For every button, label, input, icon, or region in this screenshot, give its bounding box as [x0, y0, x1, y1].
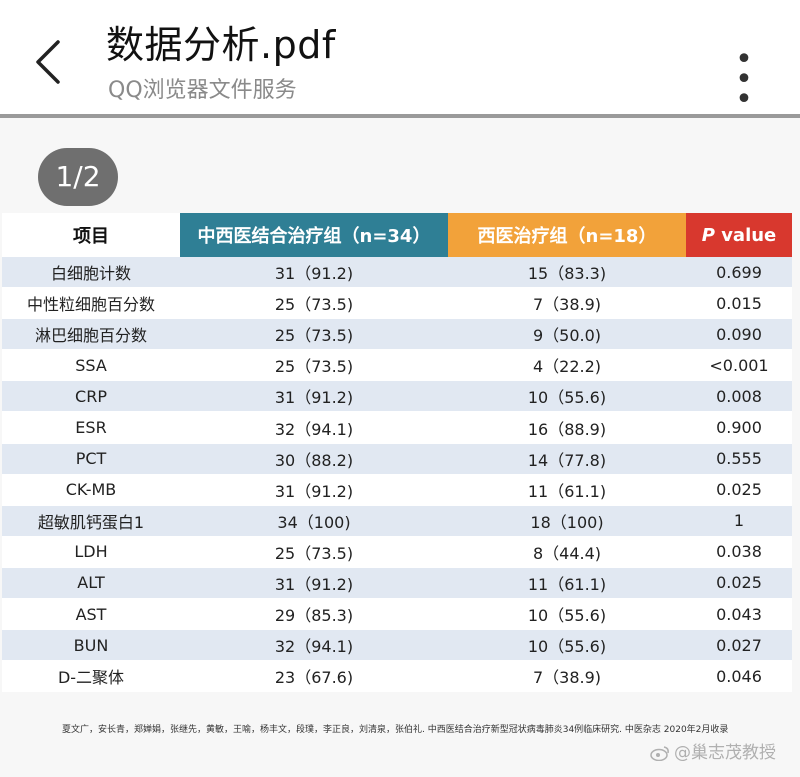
table-row: SSA 25（73.5) 4（22.2) <0.001 — [2, 349, 792, 382]
table-row: AST 29（85.3) 10（55.6) 0.043 — [2, 598, 792, 631]
cell-tcm: 30（88.2) — [180, 443, 448, 475]
cell-wm: 7（38.9) — [448, 660, 686, 693]
page-indicator: 1/2 — [38, 148, 118, 206]
cell-wm: 16（88.9) — [448, 411, 686, 444]
header-wm-group: 西医治疗组（n=18） — [448, 213, 686, 257]
cell-item: ALT — [2, 567, 180, 600]
chevron-left-icon — [36, 40, 60, 84]
cell-tcm: 25（73.5) — [180, 536, 448, 568]
p-letter: P — [701, 224, 715, 246]
more-options-button[interactable]: • • • — [735, 42, 757, 117]
cell-tcm: 31（91.2) — [180, 474, 448, 506]
table-row: 淋巴细胞百分数 25（73.5) 9（50.0) 0.090 — [2, 318, 792, 351]
table-row: 中性粒细胞百分数 25（73.5) 7（38.9) 0.015 — [2, 287, 792, 320]
watermark-text: @巢志茂教授 — [674, 743, 776, 763]
cell-item: SSA — [2, 349, 180, 382]
cell-item: 白细胞计数 — [2, 257, 180, 289]
cell-item: ESR — [2, 411, 180, 444]
weibo-icon — [650, 746, 669, 761]
cell-tcm: 29（85.3) — [180, 598, 448, 631]
cell-p-value: 0.015 — [686, 287, 792, 320]
cell-tcm: 31（91.2) — [180, 567, 448, 600]
table-body: 白细胞计数 31（91.2) 15（83.3) 0.699 中性粒细胞百分数 25（73.… — [2, 257, 792, 693]
cell-p-value: 0.046 — [686, 660, 792, 693]
back-button[interactable] — [30, 38, 70, 86]
cell-p-value: 0.027 — [686, 629, 792, 662]
results-table: 项目 中西医结合治疗组（n=34） 西医治疗组（n=18） P value 白细… — [2, 213, 792, 693]
cell-wm: 7（38.9) — [448, 287, 686, 320]
pdf-page[interactable]: 1/2 项目 中西医结合治疗组（n=34） 西医治疗组（n=18） P valu… — [0, 118, 800, 777]
cell-item: CRP — [2, 380, 180, 413]
cell-wm: 4（22.2) — [448, 349, 686, 382]
cell-tcm: 31（91.2) — [180, 257, 448, 289]
cell-wm: 9（50.0) — [448, 318, 686, 351]
cell-p-value: <0.001 — [686, 349, 792, 382]
table-row: 超敏肌钙蛋白1 34（100) 18（100) 1 — [2, 505, 792, 537]
cell-p-value: 1 — [686, 505, 792, 537]
table-row: CK-MB 31（91.2) 11（61.1) 0.025 — [2, 474, 792, 506]
table-row: CRP 31（91.2) 10（55.6) 0.008 — [2, 380, 792, 413]
cell-wm: 10（55.6) — [448, 380, 686, 413]
cell-item: 淋巴细胞百分数 — [2, 318, 180, 351]
cell-wm: 11（61.1) — [448, 474, 686, 506]
table-row: ESR 32（94.1) 16（88.9) 0.900 — [2, 411, 792, 444]
cell-tcm: 34（100) — [180, 505, 448, 537]
cell-wm: 15（83.3) — [448, 257, 686, 289]
cell-tcm: 32（94.1) — [180, 411, 448, 444]
cell-item: 超敏肌钙蛋白1 — [2, 505, 180, 537]
cell-p-value: 0.025 — [686, 474, 792, 506]
table-row: BUN 32（94.1) 10（55.6) 0.027 — [2, 629, 792, 662]
table-row: LDH 25（73.5) 8（44.4) 0.038 — [2, 536, 792, 568]
header-tcm-group: 中西医结合治疗组（n=34） — [180, 213, 448, 257]
cell-wm: 10（55.6) — [448, 598, 686, 631]
citation-text: 夏文广，安长青，郑婵娟，张继先，黄敏，王喻，杨丰文，段璞，李正良，刘清泉，张伯礼… — [62, 725, 729, 735]
cell-p-value: 0.900 — [686, 411, 792, 444]
cell-p-value: 0.699 — [686, 257, 792, 289]
cell-tcm: 25（73.5) — [180, 318, 448, 351]
cell-p-value: 0.043 — [686, 598, 792, 631]
watermark: @巢志茂教授 — [650, 738, 776, 763]
cell-item: PCT — [2, 443, 180, 475]
cell-p-value: 0.025 — [686, 567, 792, 600]
cell-item: CK-MB — [2, 474, 180, 506]
cell-tcm: 32（94.1) — [180, 629, 448, 662]
table-header-row: 项目 中西医结合治疗组（n=34） 西医治疗组（n=18） P value — [2, 213, 792, 257]
cell-wm: 10（55.6) — [448, 629, 686, 662]
cell-item: D-二聚体 — [2, 660, 180, 693]
cell-wm: 18（100) — [448, 505, 686, 537]
header-item: 项目 — [2, 213, 180, 257]
cell-item: LDH — [2, 536, 180, 568]
cell-item: AST — [2, 598, 180, 631]
cell-item: 中性粒细胞百分数 — [2, 287, 180, 320]
cell-p-value: 0.008 — [686, 380, 792, 413]
cell-wm: 14（77.8) — [448, 443, 686, 475]
cell-tcm: 25（73.5) — [180, 349, 448, 382]
cell-tcm: 23（67.6) — [180, 660, 448, 693]
table-row: D-二聚体 23（67.6) 7（38.9) 0.046 — [2, 660, 792, 693]
cell-p-value: 0.038 — [686, 536, 792, 568]
cell-tcm: 31（91.2) — [180, 380, 448, 413]
cell-tcm: 25（73.5) — [180, 287, 448, 320]
cell-wm: 11（61.1) — [448, 567, 686, 600]
cell-p-value: 0.555 — [686, 443, 792, 475]
table-row: ALT 31（91.2) 11（61.1) 0.025 — [2, 567, 792, 600]
header-p-value: P value — [686, 213, 792, 257]
file-title: 数据分析.pdf — [106, 23, 336, 67]
cell-p-value: 0.090 — [686, 318, 792, 351]
cell-wm: 8（44.4) — [448, 536, 686, 568]
cell-item: BUN — [2, 629, 180, 662]
file-subtitle: QQ浏览器文件服务 — [108, 78, 297, 103]
table-row: 白细胞计数 31（91.2) 15（83.3) 0.699 — [2, 257, 792, 289]
p-rest: value — [714, 224, 777, 246]
app-header: 数据分析.pdf QQ浏览器文件服务 • • • — [0, 0, 800, 118]
table-row: PCT 30（88.2) 14（77.8) 0.555 — [2, 443, 792, 475]
